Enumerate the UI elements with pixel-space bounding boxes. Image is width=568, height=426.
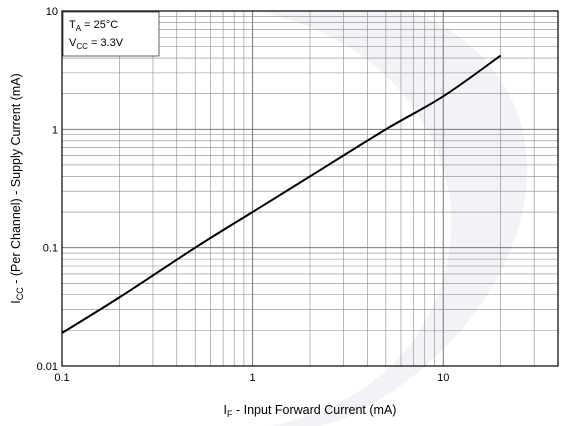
x-axis-label-symbol: I — [224, 403, 227, 417]
series-group — [61, 54, 502, 334]
plot-frame — [61, 10, 559, 367]
ann-1-sub: CC — [76, 42, 88, 51]
annotation-ambient-temperature: TA = 25°C — [69, 19, 118, 33]
y-tick-label: 0.1 — [43, 243, 58, 255]
ann-1-text: = 3.3V — [88, 37, 124, 49]
x-axis-label-text: - Input Forward Current (mA) — [233, 403, 397, 417]
y-axis-label-symbol: I — [9, 300, 23, 303]
y-axis-label-sub: CC — [15, 287, 25, 300]
y-tick-labels: 0.01 0.1 1 10 — [37, 6, 58, 373]
y-axis-label-text: - (Per Channel) - Supply Current (mA) — [9, 73, 23, 287]
annotation-box: TA = 25°C VCC = 3.3V — [62, 11, 160, 57]
y-tick-label: 1 — [52, 124, 58, 136]
x-tick-labels: 0.1 1 10 — [54, 372, 449, 384]
x-tick-label: 1 — [250, 372, 256, 384]
y-axis-label: ICC - (Per Channel) - Supply Current (mA… — [9, 73, 25, 303]
y-tick-label: 0.01 — [37, 361, 58, 373]
annotation-background — [62, 11, 160, 57]
x-tick-label: 0.1 — [54, 372, 69, 384]
ann-1-symbol: V — [69, 37, 77, 49]
y-tick-label: 10 — [46, 6, 58, 18]
watermark-shape — [250, 10, 528, 426]
ann-0-symbol: T — [69, 19, 76, 31]
ann-0-text: = 25°C — [81, 19, 118, 31]
series-line — [61, 54, 502, 334]
x-tick-label: 10 — [437, 372, 449, 384]
ann-0-sub: A — [76, 24, 82, 33]
x-axis-label-sub: F — [227, 409, 233, 419]
annotation-supply-voltage: VCC = 3.3V — [69, 37, 124, 51]
x-axis-label: IF - Input Forward Current (mA) — [224, 403, 397, 419]
